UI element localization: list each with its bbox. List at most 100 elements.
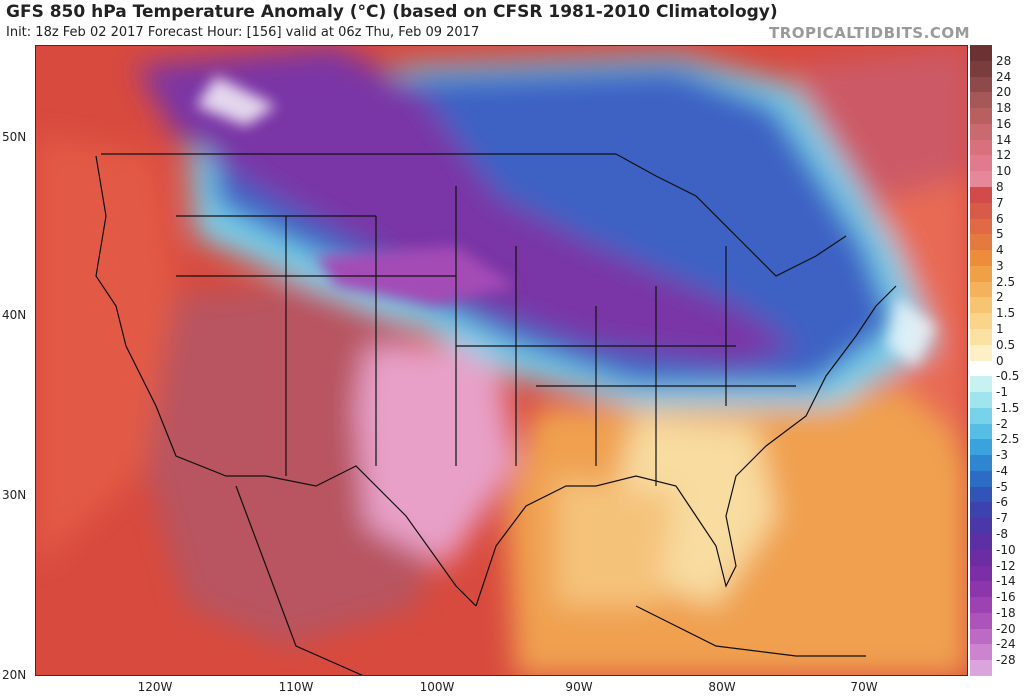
colorbar-segment <box>970 360 992 377</box>
colorbar-segment <box>970 344 992 361</box>
colorbar-segment <box>970 155 992 172</box>
colorbar-label: 0 <box>996 353 1004 368</box>
lat-label-20n: 20N <box>2 668 27 682</box>
colorbar-label: -28 <box>996 653 1016 668</box>
lon-label-120w: 120W <box>137 680 173 694</box>
baja-coast <box>235 485 363 675</box>
colorbar-segment <box>970 76 992 93</box>
colorbar-segment <box>970 250 992 267</box>
gulf-and-atlantic-coast <box>475 285 897 607</box>
colorbar-segment <box>970 297 992 314</box>
lon-label-70w: 70W <box>850 680 878 694</box>
colorbar-label: 3 <box>996 258 1004 273</box>
colorbar-label: -1 <box>996 385 1008 400</box>
colorbar-segment <box>970 218 992 235</box>
colorbar-segment <box>970 502 992 519</box>
colorbar-label: 14 <box>996 132 1012 147</box>
colorbar-label: 2 <box>996 290 1004 305</box>
colorbar-segment <box>970 486 992 503</box>
anomaly-map <box>36 46 967 675</box>
political-borders <box>95 153 897 675</box>
colorbar-segment <box>970 265 992 283</box>
cuba-coast <box>635 605 866 657</box>
colorbar-label: -5 <box>996 479 1008 494</box>
colorbar-segment <box>970 392 992 409</box>
map-panel[interactable] <box>35 45 968 676</box>
colorbar-label: 0.5 <box>996 337 1016 352</box>
colorbar-label: 18 <box>996 101 1012 116</box>
colorbar-label: 4 <box>996 243 1004 258</box>
colorbar-label: 5 <box>996 227 1004 242</box>
colorbar-label: -10 <box>996 542 1016 557</box>
colorbar-segment <box>970 202 992 220</box>
colorbar-segment <box>970 407 992 425</box>
credit-watermark: TROPICALTIDBITS.COM <box>769 24 970 42</box>
lat-label-30n: 30N <box>2 488 27 502</box>
colorbar-label: 10 <box>996 164 1012 179</box>
colorbar-segment <box>970 628 992 645</box>
colorbar-segment <box>970 139 992 156</box>
colorbar-segment <box>970 455 992 472</box>
west-coast-and-mexico-border <box>95 155 477 607</box>
colorbar-segment <box>970 186 992 204</box>
colorbar-cap <box>970 45 992 61</box>
lon-label-80w: 80W <box>708 680 736 694</box>
colorbar-label: 8 <box>996 179 1004 194</box>
lon-label-90w: 90W <box>565 680 593 694</box>
colorbar-label: -16 <box>996 590 1016 605</box>
colorbar-label: -0.5 <box>996 369 1020 384</box>
colorbar-label: 6 <box>996 211 1004 226</box>
gulf-mild-region <box>556 476 676 606</box>
colorbar-label: -4 <box>996 463 1008 478</box>
colorbar-label: -3 <box>996 448 1008 463</box>
colorbar-label: -12 <box>996 558 1016 573</box>
lat-label-40n: 40N <box>2 308 27 322</box>
colorbar-segment <box>970 549 992 567</box>
lat-label-50n: 50N <box>2 130 27 144</box>
colorbar-segment <box>970 470 992 488</box>
colorbar-segment <box>970 612 992 630</box>
bc-zero-anomaly <box>196 76 276 126</box>
colorbar-segment <box>970 60 992 78</box>
colorbar-segment <box>970 534 992 551</box>
colorbar-label: -1.5 <box>996 400 1020 415</box>
colorbar-label: -2 <box>996 416 1008 431</box>
colorbar-label: -7 <box>996 511 1008 526</box>
map-title: GFS 850 hPa Temperature Anomaly (°C) (ba… <box>6 2 778 22</box>
colorbar-label: -24 <box>996 637 1016 652</box>
colorbar-label: 2.5 <box>996 274 1016 289</box>
colorbar <box>970 45 992 677</box>
colorbar-label: 24 <box>996 69 1012 84</box>
colorbar-segment <box>970 171 992 188</box>
great-lakes-border <box>615 153 847 277</box>
colorbar-segment <box>970 439 992 456</box>
northeast-canada-warm-region <box>796 46 967 206</box>
southern-plains-warm-region <box>356 346 516 566</box>
colorbar-segment <box>970 581 992 598</box>
lon-label-100w: 100W <box>419 680 455 694</box>
colorbar-segment <box>970 376 992 393</box>
colorbar-label: -8 <box>996 527 1008 542</box>
lon-label-110w: 110W <box>278 680 314 694</box>
colorbar-segment <box>970 108 992 125</box>
colorbar-label: 1 <box>996 321 1004 336</box>
colorbar-segment <box>970 660 992 677</box>
colorbar-segment <box>970 234 992 251</box>
pacific-warm-region <box>36 136 176 566</box>
colorbar-segment <box>970 597 992 614</box>
map-subtitle: Init: 18z Feb 02 2017 Forecast Hour: [15… <box>6 25 480 40</box>
colorbar-segment <box>970 313 992 330</box>
colorbar-segment <box>970 92 992 109</box>
colorbar-segment <box>970 423 992 440</box>
colorbar-label: -20 <box>996 621 1016 636</box>
colorbar-label: -2.5 <box>996 432 1020 447</box>
arctic-air-core <box>136 46 796 366</box>
atlantic-zero-anomaly <box>886 296 936 366</box>
colorbar-segment <box>970 565 992 582</box>
colorbar-segment <box>970 644 992 661</box>
colorbar-label: 1.5 <box>996 306 1016 321</box>
colorbar-label: 7 <box>996 195 1004 210</box>
colorbar-label: -6 <box>996 495 1008 510</box>
colorbar-segment <box>970 328 992 346</box>
colorbar-segment <box>970 123 992 141</box>
